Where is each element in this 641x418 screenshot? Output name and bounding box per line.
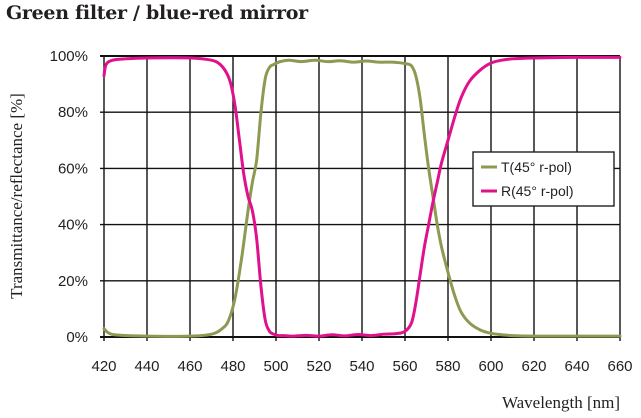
y-tick-label: 80% [58, 104, 88, 121]
y-tick-label: 40% [58, 217, 88, 234]
x-tick-label: 540 [349, 358, 374, 375]
chart-title: Green filter / blue-red mirror [6, 2, 308, 24]
y-tick-label: 100% [50, 48, 88, 65]
x-tick-label: 640 [564, 358, 589, 375]
legend-label: T(45° r-pol) [501, 159, 572, 175]
x-tick-label: 460 [177, 358, 202, 375]
x-tick-label: 420 [91, 358, 116, 375]
x-tick-label: 560 [392, 358, 417, 375]
legend-label: R(45° r-pol) [501, 183, 574, 199]
chart-legend: T(45° r-pol) R(45° r-pol) [472, 151, 615, 207]
y-tick-label: 0% [66, 329, 88, 346]
x-axis-ticks: 420 440 460 480 500 520 540 560 580 600 620 640 660 [91, 358, 632, 375]
x-tick-label: 440 [134, 358, 159, 375]
legend-box [472, 151, 615, 207]
x-tick-label: 660 [607, 358, 632, 375]
y-tick-label: 20% [58, 273, 88, 290]
data-series [102, 55, 622, 338]
x-axis-label: Wavelength [nm] [502, 393, 620, 412]
y-tick-label: 60% [58, 160, 88, 177]
y-axis-label: Transmittance/reflectance [%] [7, 93, 26, 299]
x-tick-label: 620 [521, 358, 546, 375]
x-tick-label: 520 [306, 358, 331, 375]
y-axis-ticks: 0% 20% 40% 60% 80% 100% [50, 48, 88, 346]
x-tick-label: 580 [435, 358, 460, 375]
series-line [102, 55, 622, 338]
x-tick-label: 600 [478, 358, 503, 375]
x-tick-label: 500 [263, 358, 288, 375]
series-line [102, 58, 622, 338]
x-tick-label: 480 [220, 358, 245, 375]
